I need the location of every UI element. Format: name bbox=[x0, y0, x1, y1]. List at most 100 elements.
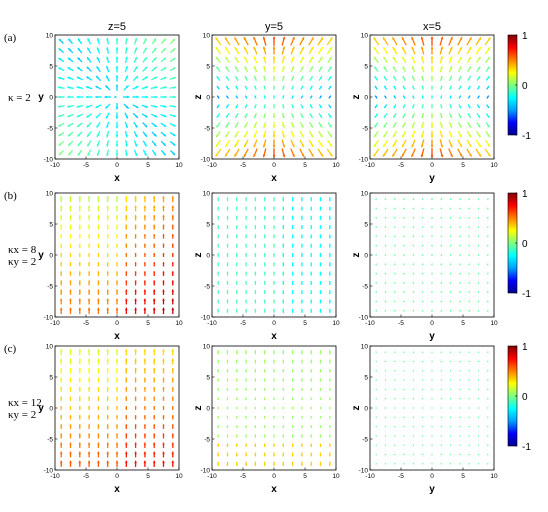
vector-arrow bbox=[449, 397, 452, 400]
vector-arrow bbox=[263, 75, 267, 82]
vector-arrow bbox=[254, 369, 257, 373]
vector-arrow bbox=[245, 299, 247, 304]
vector-arrow bbox=[245, 225, 247, 230]
vector-arrow bbox=[420, 148, 425, 158]
vector-arrow bbox=[375, 300, 378, 303]
kappa-label: κx = 8 bbox=[8, 244, 37, 256]
vector-arrow bbox=[412, 207, 415, 210]
vector-arrow bbox=[476, 104, 481, 109]
vector-arrow bbox=[60, 262, 63, 267]
vector-arrow bbox=[254, 397, 257, 400]
row-label: (b) bbox=[4, 190, 17, 202]
vector-arrow bbox=[301, 350, 303, 355]
vector-arrow bbox=[484, 148, 491, 157]
vector-arrow bbox=[115, 433, 119, 439]
vector-arrow bbox=[152, 196, 156, 203]
x-tick-label: 5 bbox=[461, 473, 465, 480]
vector-arrow bbox=[106, 140, 109, 147]
vector-arrow bbox=[328, 280, 331, 285]
vector-arrow bbox=[468, 453, 471, 456]
vector-arrow bbox=[373, 37, 380, 46]
vector-arrow bbox=[115, 37, 119, 45]
vector-arrow bbox=[115, 460, 119, 467]
x-axis-label: y bbox=[429, 484, 435, 495]
vector-arrow bbox=[226, 378, 229, 382]
vector-arrow bbox=[153, 215, 156, 221]
vector-arrow bbox=[245, 434, 247, 438]
vector-arrow bbox=[301, 425, 303, 429]
vector-arrow bbox=[125, 406, 128, 410]
y-tick-label: 5 bbox=[206, 221, 210, 228]
vector-arrow bbox=[125, 140, 128, 147]
vector-arrow bbox=[393, 253, 396, 257]
vector-arrow bbox=[253, 36, 258, 46]
y-tick-label: 0 bbox=[49, 405, 53, 412]
vector-arrow bbox=[383, 56, 388, 64]
vector-arrow bbox=[264, 387, 266, 391]
vector-arrow bbox=[57, 86, 65, 89]
vector-arrow bbox=[115, 205, 119, 212]
vector-arrow bbox=[59, 307, 63, 314]
vector-arrow bbox=[301, 406, 303, 410]
vector-arrow bbox=[124, 112, 129, 119]
vector-arrow bbox=[104, 103, 111, 110]
vector-arrow bbox=[235, 206, 238, 211]
vector-arrow bbox=[245, 416, 247, 419]
vector-arrow bbox=[273, 443, 275, 447]
vector-arrow bbox=[412, 253, 415, 257]
vector-arrow bbox=[152, 205, 156, 212]
vector-arrow bbox=[226, 350, 229, 355]
vector-arrow bbox=[226, 215, 229, 220]
vector-arrow bbox=[457, 130, 463, 138]
colorbar: 10-1 bbox=[507, 189, 531, 300]
x-tick-label: 5 bbox=[146, 162, 150, 169]
vector-arrow bbox=[60, 280, 63, 286]
vector-arrow bbox=[421, 379, 424, 381]
vector-arrow bbox=[273, 397, 275, 400]
vector-arrow bbox=[477, 263, 480, 266]
vector-arrow bbox=[106, 433, 109, 439]
vector-arrow bbox=[421, 65, 425, 73]
vector-arrow bbox=[253, 56, 258, 64]
vector-arrow bbox=[301, 369, 303, 373]
vector-arrow bbox=[226, 234, 229, 239]
y-tick-label: 0 bbox=[364, 94, 368, 101]
vector-arrow bbox=[134, 433, 137, 439]
vector-arrow bbox=[60, 396, 63, 401]
vector-arrow bbox=[430, 113, 434, 119]
vector-arrow bbox=[169, 140, 176, 147]
vector-arrow bbox=[477, 235, 480, 238]
vector-arrow bbox=[383, 121, 388, 128]
vector-arrow bbox=[115, 289, 119, 295]
vector-arrow bbox=[402, 75, 406, 82]
vector-arrow bbox=[421, 309, 424, 312]
vector-arrow bbox=[245, 308, 247, 313]
vector-arrow bbox=[217, 434, 219, 438]
vector-arrow bbox=[171, 205, 175, 212]
vector-arrow bbox=[245, 425, 247, 429]
vector-arrow bbox=[391, 148, 398, 158]
colorbar-tick-label: -1 bbox=[522, 131, 531, 142]
vector-arrow bbox=[134, 424, 137, 429]
vector-arrow bbox=[97, 271, 100, 276]
vector-arrow bbox=[151, 38, 157, 45]
vector-arrow bbox=[272, 46, 276, 55]
vector-arrow bbox=[477, 435, 480, 437]
vector-arrow bbox=[411, 112, 416, 119]
vector-arrow bbox=[114, 95, 117, 99]
vector-arrow bbox=[412, 397, 415, 400]
vector-arrow bbox=[125, 433, 128, 439]
vector-arrow bbox=[459, 435, 461, 437]
vector-arrow bbox=[449, 435, 452, 437]
vector-arrow bbox=[69, 271, 72, 276]
vector-arrow bbox=[440, 407, 443, 409]
vector-arrow bbox=[458, 253, 461, 257]
vector-arrow bbox=[310, 387, 312, 391]
vector-arrow bbox=[87, 196, 91, 203]
vector-arrow bbox=[440, 435, 443, 437]
vector-arrow bbox=[468, 462, 471, 465]
vector-arrow bbox=[76, 76, 83, 81]
vector-arrow bbox=[263, 271, 266, 276]
vector-arrow bbox=[217, 416, 219, 419]
